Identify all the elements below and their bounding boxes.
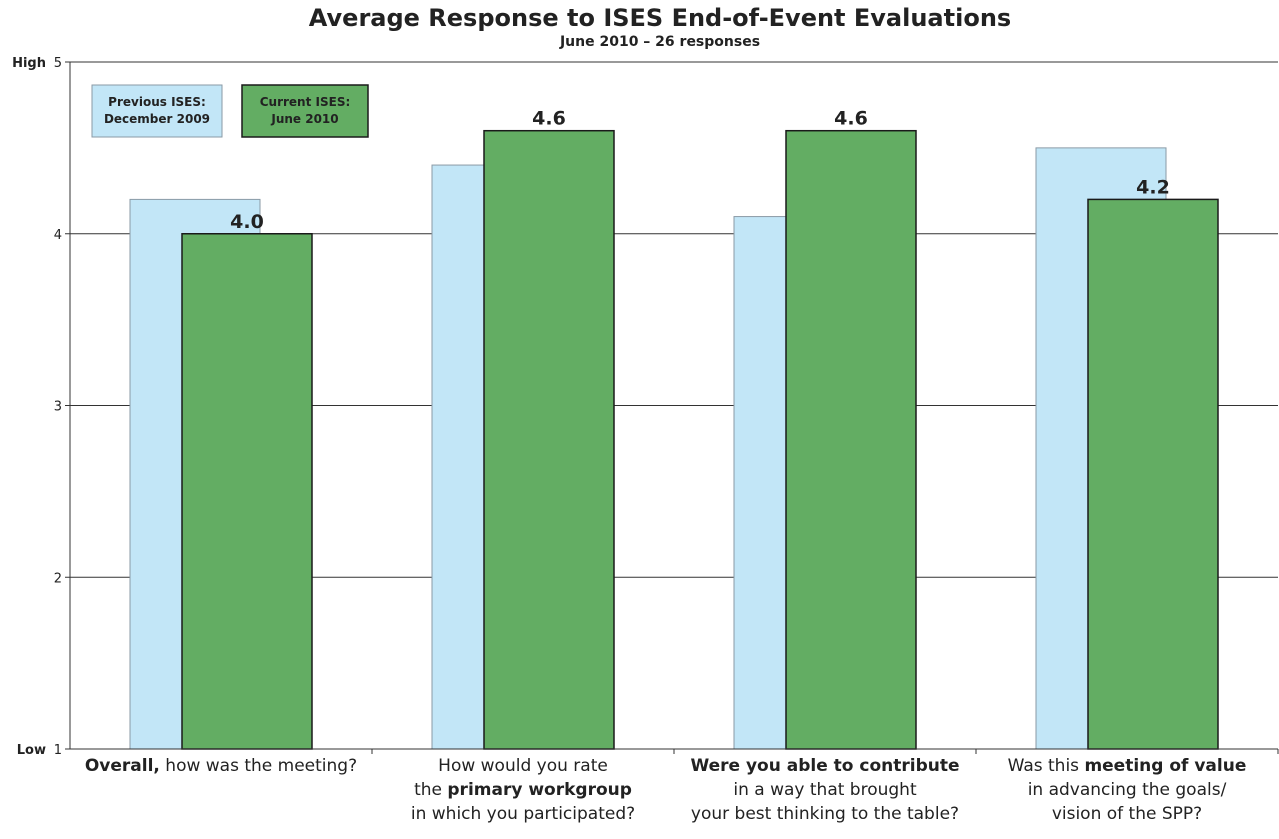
y-tick-label: 2: [54, 571, 62, 586]
x-category-label: Overall, how was the meeting?: [84, 756, 358, 776]
data-labels: 4.0 4.6 4.6 4.2: [230, 108, 1170, 233]
legend-previous-swatch: [91, 84, 223, 138]
y-tick-label: 4: [54, 228, 62, 243]
chart-title: Average Response to ISES End-of-Event Ev…: [309, 4, 1011, 32]
data-label: 4.2: [1136, 176, 1170, 198]
y-tick-label: 3: [54, 400, 62, 415]
y-tick-label: 5: [54, 56, 62, 71]
legend-current-label: June 2010: [270, 112, 338, 126]
y-tick-label: 1: [54, 743, 62, 758]
bar-current: [181, 233, 313, 750]
legend-previous-label: Previous ISES:: [108, 95, 206, 109]
bar-current: [1087, 198, 1219, 750]
bars: [129, 129, 1219, 750]
x-category-label: Were you able to contribute in a way that…: [690, 756, 960, 824]
chart-subtitle: June 2010 – 26 responses: [559, 34, 760, 50]
legend-previous-label: December 2009: [104, 112, 210, 126]
data-label: 4.6: [834, 108, 868, 130]
axes: 1 2 3 4 5 High Low: [12, 56, 1279, 758]
legend-current-label: Current ISES:: [260, 95, 351, 109]
x-category-label: Was this meeting of value in advancing th…: [1007, 756, 1247, 824]
y-high-label: High: [12, 56, 46, 71]
y-low-label: Low: [17, 743, 46, 758]
legend-current-swatch: [241, 84, 369, 138]
data-label: 4.0: [230, 211, 264, 233]
x-category-label: How would you rate the primary workgroup i…: [410, 756, 636, 824]
data-label: 4.6: [532, 108, 566, 130]
bar-current: [483, 129, 615, 750]
bar-current: [785, 129, 917, 750]
legend: Previous ISES: December 2009 Current ISES:…: [91, 84, 369, 138]
